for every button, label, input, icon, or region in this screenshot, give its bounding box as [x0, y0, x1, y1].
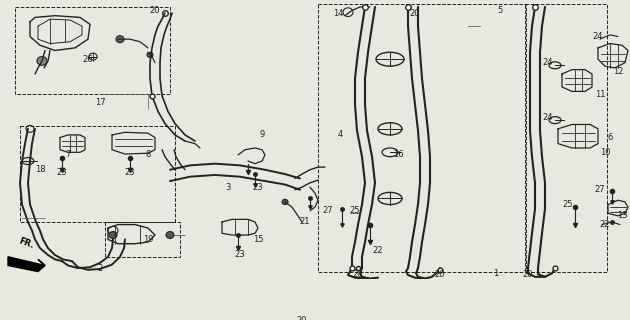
Circle shape — [166, 232, 174, 238]
Text: 2: 2 — [98, 264, 103, 273]
Text: 20: 20 — [523, 270, 533, 279]
Text: 9: 9 — [260, 131, 265, 140]
Text: 17: 17 — [94, 98, 105, 107]
Text: 20: 20 — [410, 9, 420, 18]
Bar — [20, 126, 175, 222]
Text: 20: 20 — [353, 270, 364, 279]
Text: 7: 7 — [66, 150, 71, 159]
Text: 25: 25 — [563, 200, 573, 209]
Text: 24: 24 — [543, 58, 553, 67]
Text: 27: 27 — [595, 185, 605, 194]
Bar — [525, 4, 607, 272]
Text: 11: 11 — [595, 90, 605, 99]
Bar — [318, 4, 526, 272]
Text: 13: 13 — [617, 212, 627, 220]
Text: 22: 22 — [600, 220, 610, 229]
Text: 3: 3 — [226, 183, 231, 192]
Circle shape — [109, 232, 117, 238]
Text: 23: 23 — [235, 250, 245, 259]
Text: 24: 24 — [543, 113, 553, 122]
Circle shape — [282, 199, 288, 204]
Text: 19: 19 — [143, 235, 153, 244]
Circle shape — [37, 57, 47, 65]
Text: 15: 15 — [253, 235, 263, 244]
Bar — [105, 222, 180, 257]
Text: 20: 20 — [150, 6, 160, 15]
Polygon shape — [8, 257, 45, 272]
Text: 24: 24 — [593, 32, 604, 41]
Text: FR.: FR. — [18, 236, 36, 250]
Text: 12: 12 — [613, 67, 623, 76]
Text: 27: 27 — [323, 206, 333, 215]
Text: 8: 8 — [146, 150, 151, 159]
Text: 5: 5 — [497, 6, 503, 15]
Text: 23: 23 — [125, 168, 135, 177]
Bar — [15, 7, 170, 94]
Text: 6: 6 — [607, 133, 613, 142]
Text: 21: 21 — [300, 218, 310, 227]
Text: 22: 22 — [373, 246, 383, 255]
Text: 14: 14 — [333, 9, 343, 18]
Text: 23: 23 — [57, 168, 67, 177]
Text: 20: 20 — [297, 316, 307, 320]
Text: 4: 4 — [338, 131, 343, 140]
Text: 23: 23 — [253, 183, 263, 192]
Text: 10: 10 — [600, 148, 610, 157]
Text: 26: 26 — [83, 55, 93, 64]
Text: 1: 1 — [493, 269, 498, 278]
Circle shape — [116, 36, 124, 43]
Circle shape — [147, 52, 153, 58]
Text: 16: 16 — [392, 150, 403, 159]
Text: 18: 18 — [35, 165, 45, 174]
Text: 20: 20 — [435, 270, 445, 279]
Text: 25: 25 — [350, 206, 360, 215]
